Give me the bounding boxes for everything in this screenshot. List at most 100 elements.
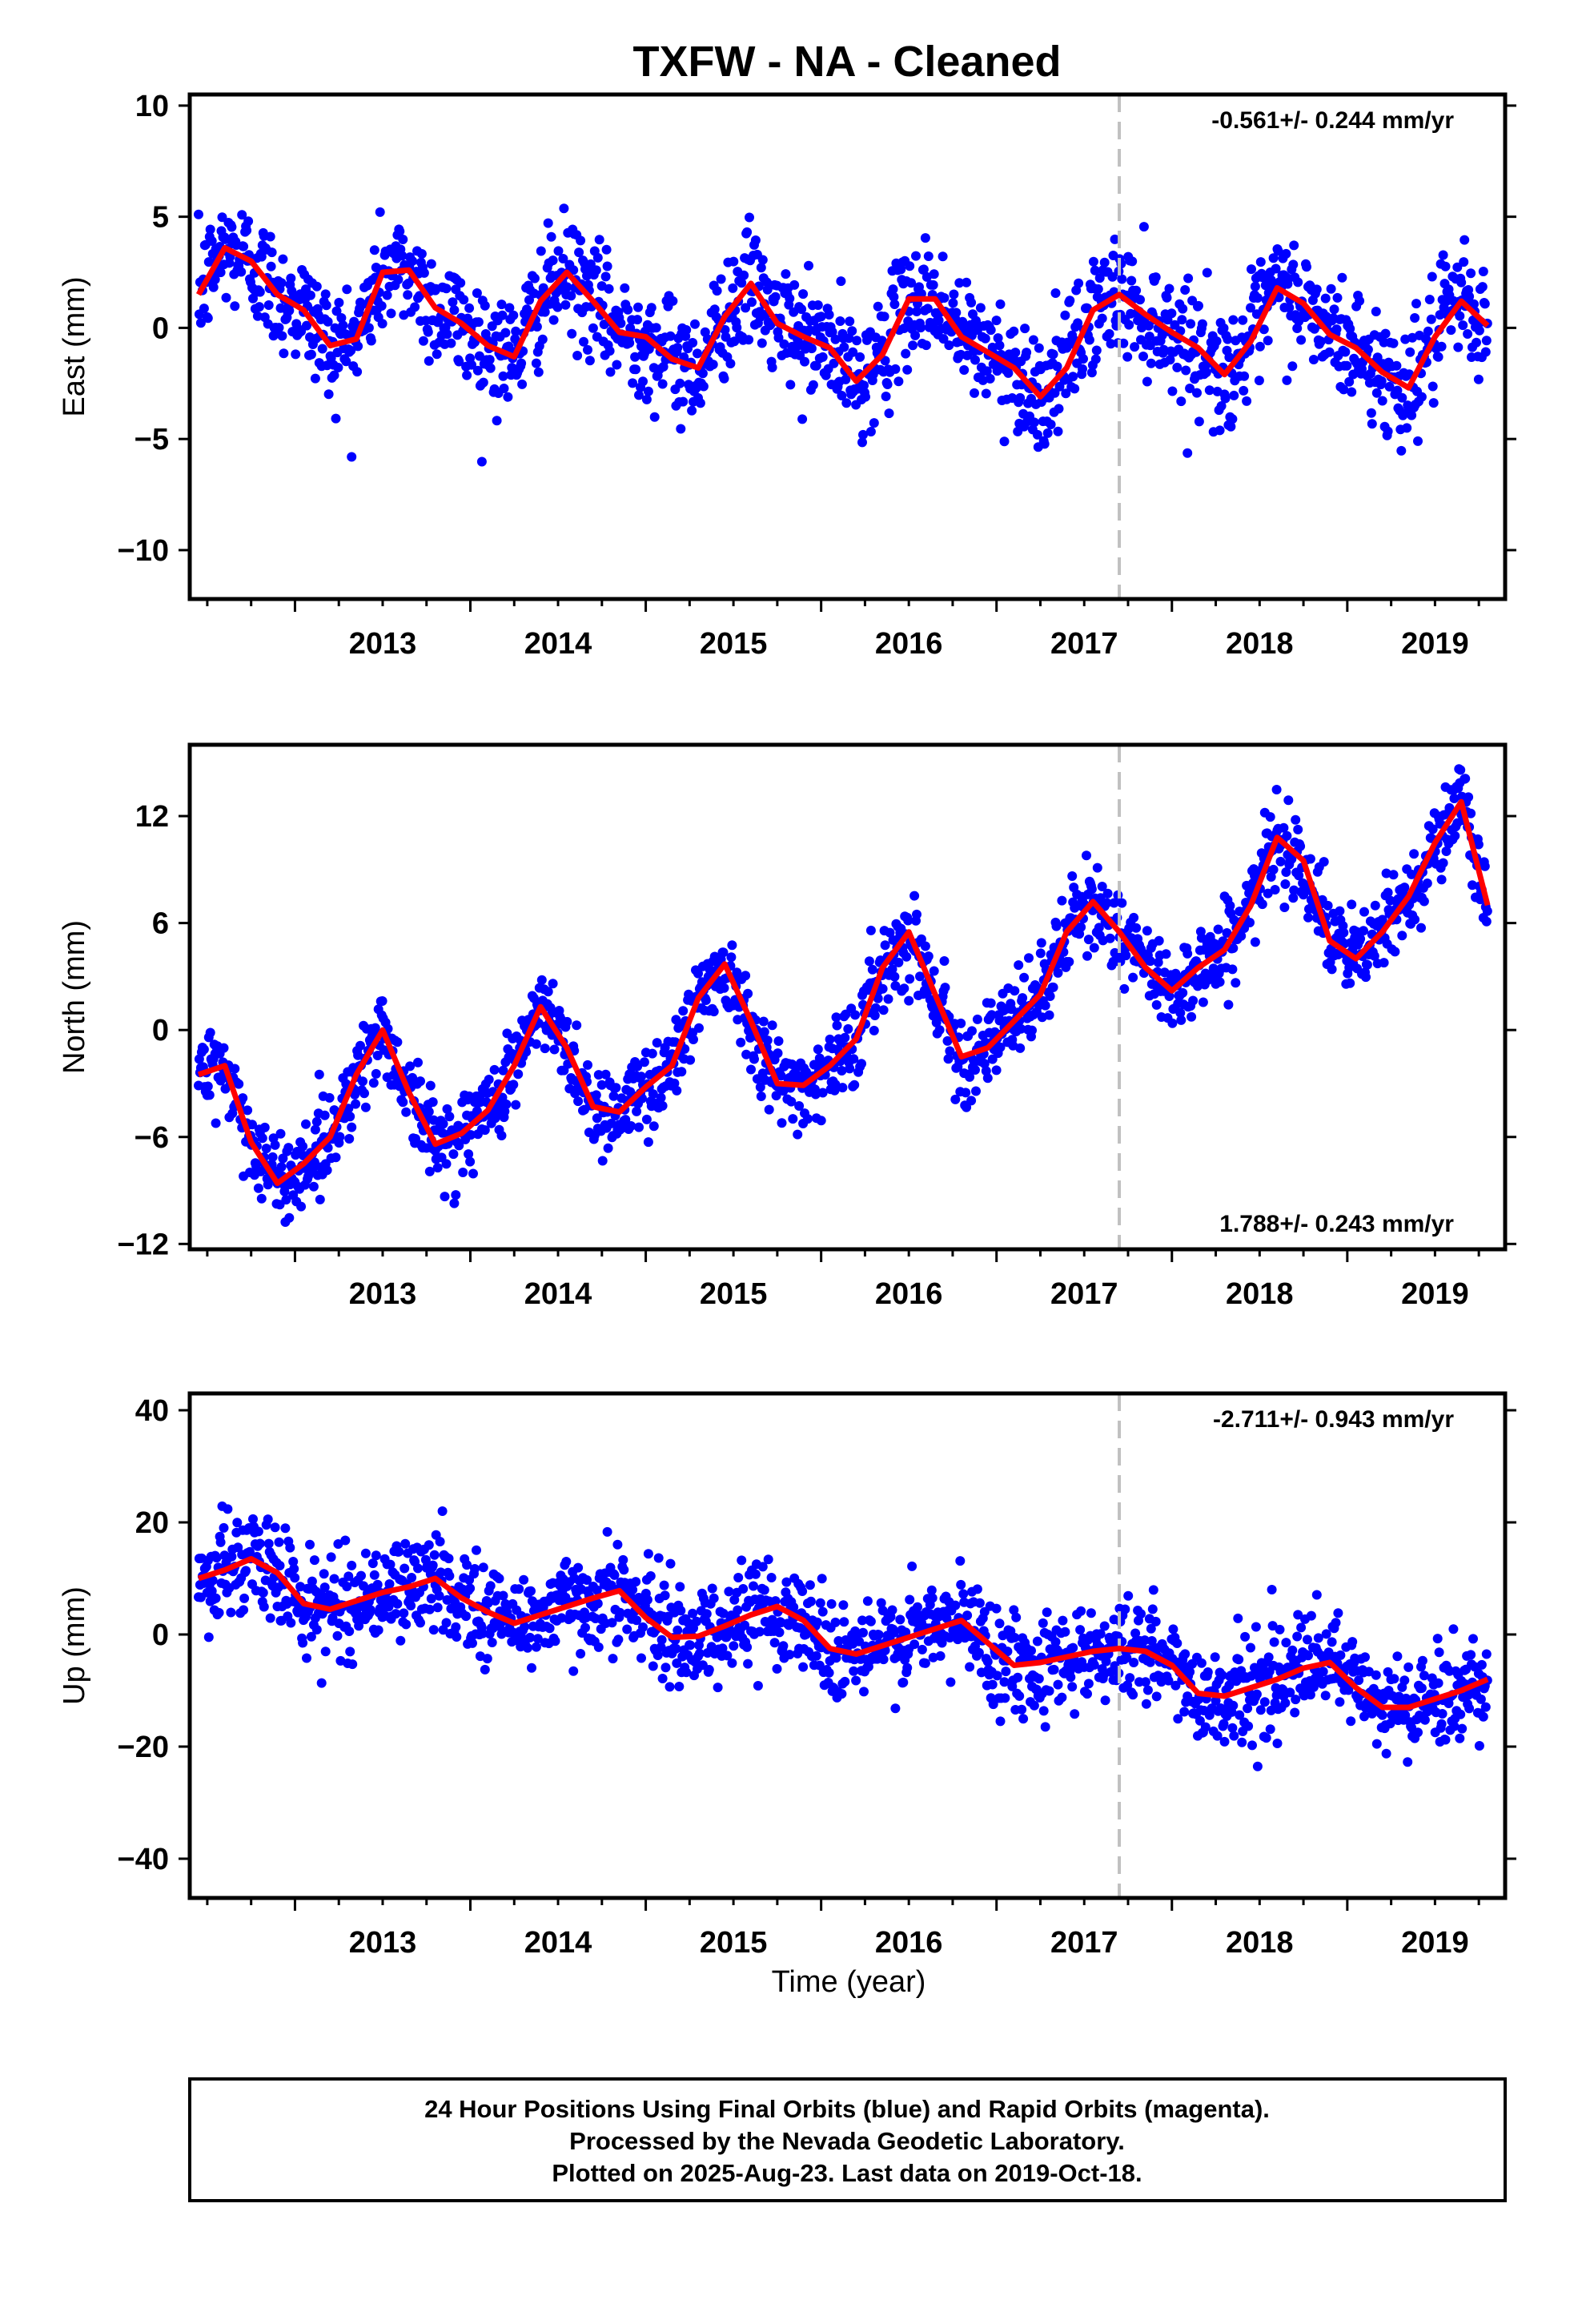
data-point	[215, 267, 226, 278]
data-point	[1354, 1675, 1364, 1686]
data-point	[329, 1574, 339, 1584]
data-point	[1092, 862, 1102, 873]
data-point	[816, 312, 826, 322]
data-point	[487, 1638, 497, 1647]
data-point	[1068, 1642, 1078, 1653]
data-point	[309, 1555, 319, 1566]
data-point	[1082, 303, 1092, 313]
data-point	[338, 320, 348, 331]
data-point	[1269, 1637, 1279, 1647]
data-point	[1089, 1660, 1099, 1670]
data-point	[1035, 948, 1046, 959]
data-point	[519, 1574, 529, 1585]
data-point	[1366, 408, 1376, 418]
data-point	[516, 358, 527, 368]
data-point	[742, 1642, 753, 1652]
data-point	[940, 983, 950, 993]
data-point	[1084, 335, 1094, 345]
data-point	[995, 1716, 1006, 1727]
data-point	[1416, 923, 1426, 933]
data-point	[742, 227, 753, 237]
data-point	[1136, 1609, 1146, 1619]
data-point	[315, 1194, 325, 1204]
data-point	[468, 1638, 477, 1648]
data-point	[484, 1075, 494, 1084]
data-point	[1287, 1645, 1298, 1655]
data-point	[1261, 1733, 1271, 1743]
data-point	[418, 336, 428, 346]
data-point	[583, 1059, 592, 1070]
data-point	[1293, 824, 1303, 834]
data-point	[1383, 887, 1393, 898]
data-point	[265, 231, 275, 242]
data-point	[323, 316, 333, 327]
data-point	[1235, 1710, 1245, 1720]
data-point	[675, 378, 685, 388]
data-point	[831, 1653, 841, 1663]
data-point	[967, 1026, 977, 1036]
data-point	[354, 1621, 364, 1631]
data-point	[732, 967, 742, 978]
data-point	[837, 1689, 847, 1699]
data-point	[981, 388, 991, 399]
data-point	[832, 1020, 842, 1031]
data-point	[709, 1593, 719, 1603]
data-point	[316, 1678, 327, 1688]
data-point	[733, 1605, 743, 1615]
x-tick-label: 2013	[349, 1277, 417, 1311]
data-point	[480, 300, 490, 311]
data-point	[811, 360, 821, 371]
data-point	[929, 269, 939, 279]
data-point	[1268, 864, 1279, 875]
data-point	[873, 993, 883, 1003]
data-point	[628, 1585, 638, 1595]
data-point	[576, 235, 586, 246]
data-point	[862, 1596, 873, 1606]
x-tick-label: 2015	[700, 627, 768, 661]
data-point	[1162, 292, 1172, 303]
data-point	[1419, 1671, 1429, 1681]
east-rate-label: -0.561+/- 0.244 mm/yr	[1211, 107, 1454, 134]
data-point	[965, 1662, 975, 1672]
data-point	[726, 952, 737, 963]
data-point	[480, 1125, 490, 1136]
data-point	[887, 964, 897, 975]
data-point	[399, 1608, 409, 1618]
data-point	[211, 1118, 221, 1128]
data-point	[558, 254, 568, 263]
data-point	[805, 1596, 816, 1606]
data-point	[671, 1643, 681, 1654]
data-point	[665, 1558, 676, 1569]
data-point	[311, 1116, 322, 1127]
data-point	[1223, 999, 1234, 1010]
data-point	[1379, 958, 1389, 968]
data-point	[1123, 1590, 1134, 1601]
data-point	[1185, 1667, 1195, 1677]
data-point	[1460, 774, 1471, 784]
data-point	[1450, 830, 1460, 841]
data-point	[1399, 883, 1410, 893]
data-point	[879, 312, 889, 322]
data-point	[265, 1613, 275, 1623]
data-point	[841, 398, 852, 408]
data-point	[1246, 303, 1255, 313]
data-point	[410, 302, 420, 312]
data-point	[341, 356, 351, 367]
data-point	[333, 1539, 343, 1549]
data-point	[472, 288, 482, 298]
data-point	[1267, 1585, 1277, 1594]
data-point	[1090, 354, 1101, 364]
data-point	[1073, 318, 1083, 328]
data-point	[472, 365, 483, 376]
data-point	[636, 1653, 646, 1663]
data-point	[1222, 928, 1232, 938]
data-point	[857, 1615, 867, 1626]
data-point	[317, 344, 327, 354]
data-point	[835, 316, 845, 326]
data-point	[432, 1163, 443, 1173]
data-point	[480, 1664, 490, 1675]
data-point	[194, 209, 203, 219]
data-point	[906, 278, 917, 288]
data-point	[1238, 315, 1248, 325]
data-point	[360, 1102, 371, 1112]
